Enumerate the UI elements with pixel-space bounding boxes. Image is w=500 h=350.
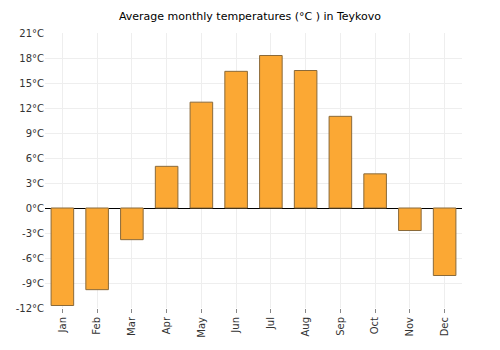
svg-text:May: May bbox=[196, 317, 207, 338]
svg-text:Jul: Jul bbox=[265, 317, 276, 330]
svg-text:21°C: 21°C bbox=[19, 28, 44, 39]
svg-text:-12°C: -12°C bbox=[16, 303, 44, 314]
svg-text:18°C: 18°C bbox=[19, 53, 44, 64]
svg-text:12°C: 12°C bbox=[19, 103, 44, 114]
svg-text:Sep: Sep bbox=[335, 317, 346, 336]
svg-text:6°C: 6°C bbox=[26, 153, 44, 164]
svg-text:-6°C: -6°C bbox=[22, 253, 44, 264]
svg-text:Jun: Jun bbox=[230, 317, 241, 334]
svg-text:0°C: 0°C bbox=[26, 203, 44, 214]
svg-text:-3°C: -3°C bbox=[22, 228, 44, 239]
svg-text:-9°C: -9°C bbox=[22, 278, 44, 289]
svg-text:Mar: Mar bbox=[126, 316, 137, 336]
svg-text:Average monthly temperatures (: Average monthly temperatures (°C ) in Te… bbox=[119, 10, 381, 23]
svg-text:Jan: Jan bbox=[57, 317, 68, 333]
svg-text:Oct: Oct bbox=[369, 317, 380, 334]
svg-text:Apr: Apr bbox=[161, 316, 172, 334]
svg-text:Nov: Nov bbox=[404, 317, 415, 337]
svg-text:15°C: 15°C bbox=[19, 78, 44, 89]
svg-text:Aug: Aug bbox=[300, 317, 311, 337]
svg-text:Feb: Feb bbox=[91, 317, 102, 335]
svg-text:9°C: 9°C bbox=[26, 128, 44, 139]
svg-text:Dec: Dec bbox=[439, 317, 450, 336]
svg-text:3°C: 3°C bbox=[26, 178, 44, 189]
